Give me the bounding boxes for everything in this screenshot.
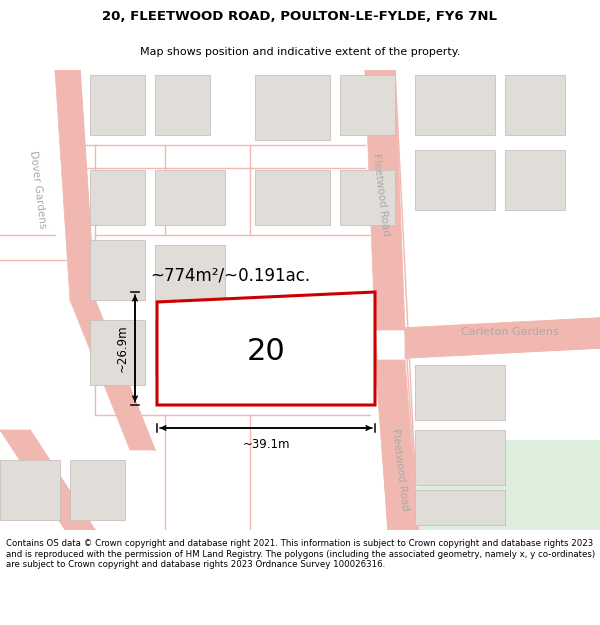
Text: ~26.9m: ~26.9m xyxy=(116,325,129,372)
Text: 20, FLEETWOOD ROAD, POULTON-LE-FYLDE, FY6 7NL: 20, FLEETWOOD ROAD, POULTON-LE-FYLDE, FY… xyxy=(103,11,497,23)
Text: Carleton Gardens: Carleton Gardens xyxy=(461,327,559,337)
Bar xyxy=(340,75,395,135)
Bar xyxy=(155,245,225,300)
Polygon shape xyxy=(375,360,418,530)
Text: Map shows position and indicative extent of the property.: Map shows position and indicative extent… xyxy=(140,47,460,57)
Text: ~39.1m: ~39.1m xyxy=(242,438,290,451)
Polygon shape xyxy=(365,70,405,330)
Polygon shape xyxy=(418,440,600,530)
Bar xyxy=(0,460,60,520)
Text: Contains OS data © Crown copyright and database right 2021. This information is : Contains OS data © Crown copyright and d… xyxy=(6,539,595,569)
Polygon shape xyxy=(405,318,600,358)
Bar xyxy=(90,320,145,385)
Bar xyxy=(90,170,145,225)
Bar xyxy=(415,365,505,420)
Bar xyxy=(415,150,495,210)
Bar xyxy=(255,170,330,225)
Bar xyxy=(255,75,330,140)
Text: Fleetwood Road: Fleetwood Road xyxy=(390,428,410,512)
Polygon shape xyxy=(55,70,95,300)
Polygon shape xyxy=(0,430,95,530)
Bar xyxy=(340,170,395,225)
Bar xyxy=(155,170,225,225)
Bar xyxy=(155,75,210,135)
Bar xyxy=(415,430,505,485)
Text: 20: 20 xyxy=(247,336,286,366)
Polygon shape xyxy=(157,292,375,405)
Bar xyxy=(415,75,495,135)
Bar xyxy=(505,75,565,135)
Bar xyxy=(415,490,505,525)
Bar xyxy=(90,240,145,300)
Polygon shape xyxy=(70,300,155,450)
Bar xyxy=(90,75,145,135)
Bar xyxy=(70,460,125,520)
Bar xyxy=(505,150,565,210)
Text: ~774m²/~0.191ac.: ~774m²/~0.191ac. xyxy=(150,266,310,284)
Text: Fleetwood Road: Fleetwood Road xyxy=(371,153,391,237)
Text: Dover Gardens: Dover Gardens xyxy=(28,151,48,229)
Bar xyxy=(155,320,225,375)
